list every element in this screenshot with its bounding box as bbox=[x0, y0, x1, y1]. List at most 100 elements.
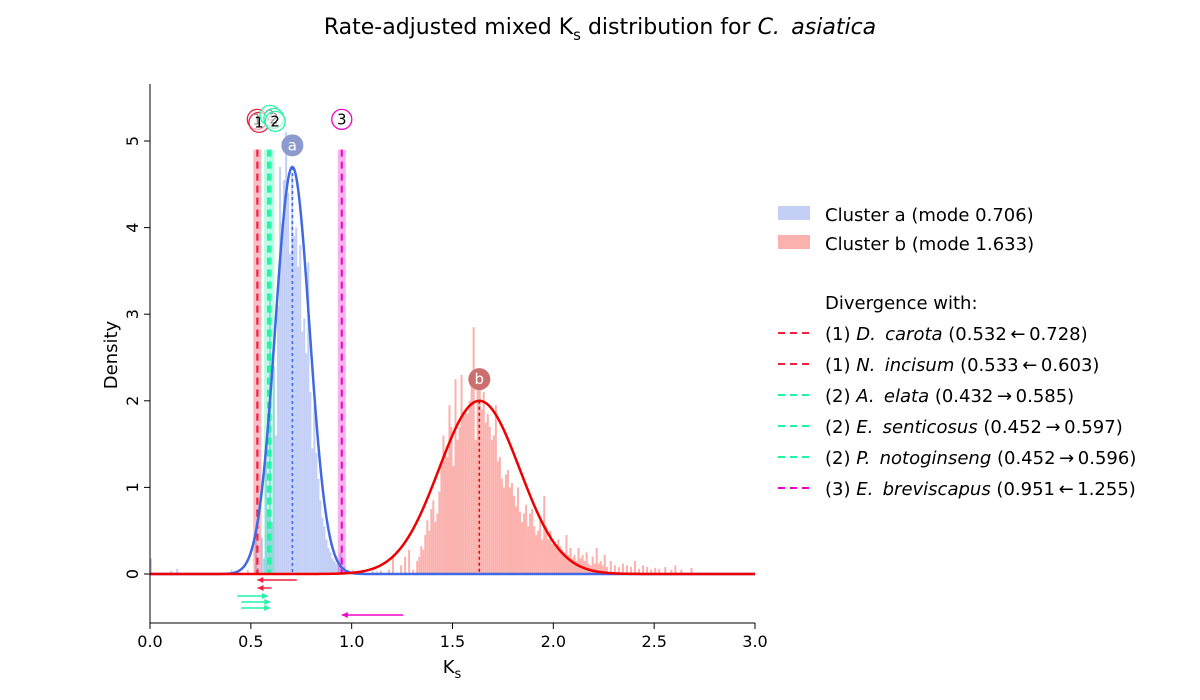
histogram-bar-cluster-a bbox=[329, 552, 332, 574]
divergence-marker-circle-5 bbox=[264, 110, 286, 132]
histogram-bar-cluster-b bbox=[557, 539, 560, 574]
histogram-bar-cluster-b bbox=[670, 569, 673, 574]
histogram-bar-cluster-b bbox=[629, 567, 632, 574]
histogram-bar-cluster-b bbox=[525, 504, 528, 574]
histogram-bar-cluster-b bbox=[621, 563, 624, 574]
histogram-bar-cluster-a bbox=[268, 296, 271, 574]
histogram-bar-cluster-b bbox=[426, 520, 429, 574]
histogram-bar-cluster-b bbox=[456, 439, 459, 574]
histogram-bar-cluster-b bbox=[585, 552, 588, 574]
histogram-bar-cluster-b bbox=[416, 561, 419, 574]
y-tick-label: 1 bbox=[123, 482, 142, 492]
histogram-bar-cluster-a bbox=[254, 541, 257, 574]
cluster-mode-marker-b bbox=[468, 368, 491, 391]
histogram-bar-cluster-b bbox=[547, 539, 550, 574]
histogram-bar-cluster-b bbox=[567, 554, 570, 574]
histogram-bar-cluster-a bbox=[313, 405, 316, 574]
x-ticks: 0.0 0.5 1.0 1.5 2.0 2.5 3.0 bbox=[137, 623, 768, 651]
legend-label-cluster-a: Cluster a (mode 0.706) bbox=[825, 205, 1034, 226]
legend-divergence-header: Divergence with: bbox=[825, 293, 978, 314]
histogram-bar-cluster-a bbox=[279, 166, 282, 575]
histogram-bar-cluster-a bbox=[281, 223, 284, 574]
histogram-bar-cluster-b bbox=[440, 461, 443, 574]
histogram-bar-cluster-b bbox=[484, 422, 487, 574]
histogram-bar-cluster-b bbox=[617, 567, 620, 574]
x-tick-label: 1.0 bbox=[339, 632, 364, 651]
histogram-bar-cluster-a bbox=[301, 331, 304, 574]
histogram-bar-cluster-a bbox=[335, 563, 338, 574]
x-tick-label: 2.5 bbox=[641, 632, 666, 651]
histogram-bar-cluster-b bbox=[502, 487, 505, 574]
histogram-bar-cluster-b bbox=[625, 565, 628, 574]
histogram-bar-cluster-a bbox=[331, 558, 334, 574]
x-tick-label: 3.0 bbox=[742, 632, 767, 651]
histogram-bar-cluster-a bbox=[170, 570, 173, 574]
divergence-arrow-head-5 bbox=[264, 605, 271, 611]
histogram-bar-cluster-b bbox=[513, 496, 516, 574]
title-mid: distribution for bbox=[581, 15, 758, 40]
histogram-bar-cluster-b bbox=[420, 546, 423, 574]
histogram-bar-cluster-b bbox=[494, 405, 497, 574]
histogram-bar-cluster-b bbox=[539, 520, 542, 574]
histogram-bar-cluster-b bbox=[523, 513, 526, 574]
histogram-bar-cluster-a bbox=[375, 571, 378, 574]
histogram-bar-cluster-b bbox=[408, 549, 411, 574]
histogram-bar-cluster-b bbox=[664, 567, 667, 574]
histogram-bar-cluster-b bbox=[650, 569, 653, 574]
divergence-lines bbox=[253, 149, 346, 574]
histogram-bar-cluster-b bbox=[541, 539, 544, 574]
divergence-marker-circle-6 bbox=[331, 108, 353, 130]
x-axis-label: Ks bbox=[443, 657, 462, 682]
histogram-bar-cluster-b bbox=[638, 568, 641, 574]
histogram-bar-cluster-b bbox=[434, 522, 437, 574]
y-tick-label: 2 bbox=[123, 396, 142, 406]
legend-label-cluster-b: Cluster b (mode 1.633) bbox=[825, 234, 1034, 255]
histogram-bar-cluster-a bbox=[293, 236, 296, 574]
divergence-arrow-head-4 bbox=[264, 599, 271, 605]
histogram-bar-cluster-b bbox=[404, 556, 407, 574]
histogram-bar-cluster-b bbox=[577, 548, 580, 574]
histogram-bar-cluster-b bbox=[563, 552, 566, 574]
histogram-bar-cluster-a bbox=[273, 366, 276, 574]
legend-label-divergence-4: (2) E. senticosus (0.452 → 0.597) bbox=[825, 417, 1123, 438]
histogram-bar-cluster-b bbox=[460, 374, 463, 574]
histogram-bar-cluster-b bbox=[424, 535, 427, 574]
histogram-bar-cluster-b bbox=[392, 556, 395, 574]
histogram-bar-cluster-a bbox=[289, 253, 292, 574]
histogram-bar-cluster-b bbox=[581, 554, 584, 574]
plot-markers: ab112223 bbox=[246, 104, 491, 391]
y-axis-label: Density bbox=[101, 320, 122, 389]
legend-label-divergence-3: (2) A. elata (0.432 → 0.585) bbox=[825, 386, 1074, 407]
histogram-bar-cluster-b bbox=[535, 535, 538, 574]
histogram-bar-cluster-b bbox=[480, 409, 483, 574]
xlabel-main: K bbox=[443, 657, 456, 678]
y-tick-label: 3 bbox=[123, 309, 142, 319]
histogram-bar-cluster-b bbox=[591, 556, 594, 574]
divergence-arrow-head-2 bbox=[257, 585, 264, 591]
histogram-bar-cluster-b bbox=[510, 483, 513, 574]
histogram-bar-cluster-b bbox=[601, 565, 604, 574]
histogram-bar-cluster-b bbox=[476, 383, 479, 574]
divergence-band-1 bbox=[253, 149, 262, 574]
histogram-bar-cluster-b bbox=[609, 561, 612, 574]
histogram-bar-cluster-b bbox=[446, 457, 449, 574]
histogram-bar-cluster-a bbox=[321, 517, 324, 574]
histogram-bar-cluster-b bbox=[458, 426, 461, 574]
histogram-bar-cluster-b bbox=[442, 435, 445, 574]
divergence-arrow-head-3 bbox=[261, 593, 268, 599]
histogram-bar-cluster-a bbox=[303, 318, 306, 574]
x-tick-label: 1.5 bbox=[440, 632, 465, 651]
histogram-bar-cluster-b bbox=[551, 543, 554, 574]
divergence-arrows bbox=[237, 577, 404, 618]
histogram-bar-cluster-b bbox=[472, 327, 475, 574]
legend-swatch-cluster-b bbox=[778, 235, 810, 249]
histogram-bar-cluster-a bbox=[323, 526, 326, 574]
histogram-bar-cluster-b bbox=[496, 461, 499, 574]
histogram-bar-cluster-b bbox=[515, 506, 518, 574]
cluster-curves bbox=[150, 165, 755, 576]
histogram-bar-cluster-b bbox=[468, 400, 471, 574]
divergence-arrow-head-1 bbox=[257, 577, 264, 583]
histogram-bar-cluster-a bbox=[230, 569, 233, 574]
histogram-bar-cluster-a bbox=[325, 539, 328, 574]
